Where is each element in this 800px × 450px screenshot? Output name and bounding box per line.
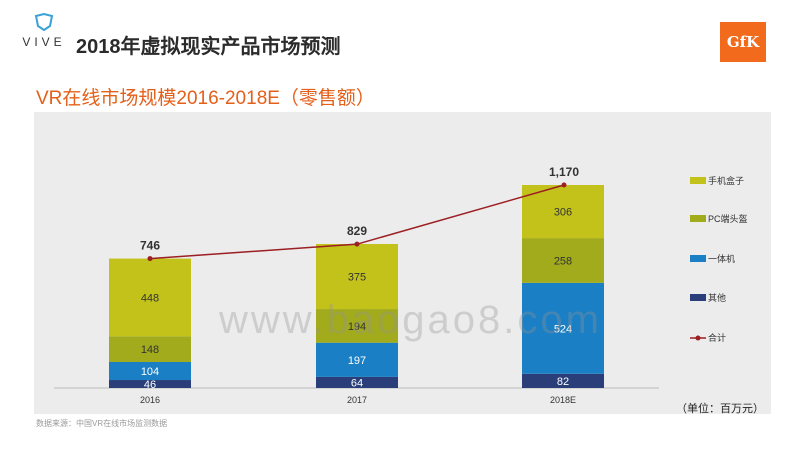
bar-segment-pc_headset	[109, 336, 191, 362]
legend-label: 其他	[708, 292, 726, 303]
x-tick-label: 2018E	[550, 395, 576, 405]
x-tick-label: 2016	[140, 395, 160, 405]
bar-segment-phone_box	[109, 258, 191, 337]
total-value-label: 746	[140, 239, 160, 253]
watermark: www.baogao8.com	[219, 298, 602, 342]
bar-value-label: 524	[554, 323, 572, 335]
x-tick-label: 2017	[347, 395, 367, 405]
bar-segment-all_in_one	[522, 282, 604, 374]
legend-label: PC端头盔	[708, 213, 748, 224]
bar-value-label: 258	[554, 255, 572, 267]
total-point	[147, 256, 153, 262]
bar-segment-all_in_one	[109, 361, 191, 381]
bar-segment-pc_headset	[316, 309, 398, 343]
gfk-logo: GfK	[720, 22, 766, 62]
legend-swatch-phone_box	[690, 177, 706, 184]
chart-subtitle: VR在线市场规模2016-2018E（零售额）	[36, 88, 375, 109]
total-point	[561, 182, 567, 188]
bar-segment-other	[522, 373, 604, 388]
vive-mark-icon	[34, 12, 54, 32]
source-note: 数据来源：中国VR在线市场监测数据	[36, 419, 168, 428]
bar-segment-other	[109, 380, 191, 388]
legend-label: 合计	[708, 332, 726, 343]
bar-value-label: 197	[348, 355, 366, 367]
legend-total-marker	[695, 335, 701, 341]
legend-label: 手机盒子	[708, 175, 744, 186]
unit-note: （单位：百万元）	[676, 403, 764, 415]
bar-value-label: 148	[141, 344, 159, 356]
bar-segment-phone_box	[316, 243, 398, 310]
header: VIVE 2018年虚拟现实产品市场预测 GfK	[0, 0, 800, 70]
bar-value-label: 82	[557, 376, 569, 388]
legend-swatch-all_in_one	[690, 255, 706, 262]
bar-segment-all_in_one	[316, 342, 398, 377]
chart-panel: 46 104 148 448 2016 64 197 194 375 2017 82 524 258 30…	[34, 112, 771, 414]
vive-logo: VIVE	[14, 12, 70, 52]
bar-value-label: 375	[348, 272, 366, 284]
bar-value-label: 46	[144, 379, 156, 391]
bar-segment-pc_headset	[522, 238, 604, 283]
bar-value-label: 104	[141, 366, 159, 378]
legend-swatch-pc_headset	[690, 215, 706, 222]
bar-value-label: 194	[348, 321, 366, 333]
bar-value-label: 448	[141, 292, 159, 304]
vive-brand-text: VIVE	[22, 35, 66, 49]
total-value-label: 1,170	[549, 165, 579, 179]
bar-value-label: 64	[351, 377, 363, 389]
page-title: 2018年虚拟现实产品市场预测	[76, 36, 341, 58]
total-point	[354, 241, 360, 247]
bar-segment-other	[316, 376, 398, 388]
legend-swatch-other	[690, 294, 706, 301]
total-value-label: 829	[347, 224, 367, 238]
bar-value-label: 306	[554, 207, 572, 219]
legend-label: 一体机	[708, 253, 735, 264]
